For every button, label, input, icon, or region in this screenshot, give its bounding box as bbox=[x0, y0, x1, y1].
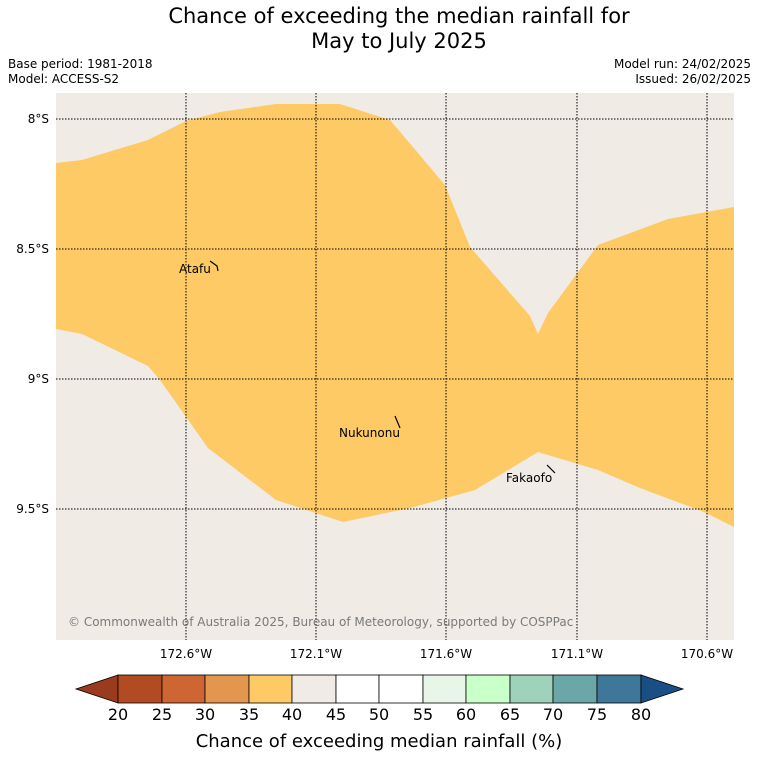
lat-labels: 8°S 8.5°S 9°S 9.5°S bbox=[16, 112, 49, 516]
colorbar-segment bbox=[422, 674, 467, 704]
colorbar-label: Chance of exceeding median rainfall (%) bbox=[196, 731, 563, 752]
nukunonu-atoll bbox=[394, 415, 401, 429]
colorbar-tick: 50 bbox=[369, 705, 389, 724]
colorbar-extend-high bbox=[640, 674, 685, 704]
meta-right: Model run: 24/02/2025 Issued: 26/02/2025 bbox=[614, 57, 751, 87]
atoll-outlines bbox=[209, 260, 556, 474]
model-name: Model: ACCESS-S2 bbox=[8, 72, 120, 86]
fakaofo-atoll bbox=[546, 464, 556, 474]
lat-label: 9°S bbox=[28, 372, 49, 386]
forecast-band bbox=[56, 104, 734, 527]
place-atafu: Atafu bbox=[179, 262, 211, 276]
title-line-2: May to July 2025 bbox=[311, 29, 487, 53]
colorbar-tick: 60 bbox=[456, 705, 476, 724]
colorbar-segment bbox=[117, 674, 163, 704]
colorbar-segment bbox=[291, 674, 337, 704]
lon-label: 171.1°W bbox=[551, 647, 603, 661]
colorbar-tick: 55 bbox=[413, 705, 433, 724]
place-fakaofo: Fakaofo bbox=[506, 471, 552, 485]
colorbar-tick: 25 bbox=[152, 705, 172, 724]
lon-label: 172.6°W bbox=[160, 647, 212, 661]
colorbar-segment bbox=[248, 674, 293, 704]
colorbar bbox=[74, 674, 685, 704]
colorbar-tick: 45 bbox=[326, 705, 346, 724]
colorbar-tick: 75 bbox=[587, 705, 607, 724]
colorbar-segment bbox=[596, 674, 642, 704]
colorbar-segment bbox=[378, 674, 424, 704]
colorbar-segment bbox=[335, 674, 380, 704]
colorbar-tick: 65 bbox=[500, 705, 520, 724]
lat-label: 8°S bbox=[28, 112, 49, 126]
title-line-1: Chance of exceeding the median rainfall … bbox=[168, 4, 630, 28]
colorbar-tick: 20 bbox=[108, 705, 128, 724]
lon-label: 172.1°W bbox=[290, 647, 342, 661]
colorbar-tick: 35 bbox=[239, 705, 259, 724]
base-period: Base period: 1981-2018 bbox=[8, 57, 153, 71]
colorbar-segment bbox=[509, 674, 554, 704]
map-title: Chance of exceeding the median rainfall … bbox=[0, 4, 758, 54]
colorbar-segment bbox=[161, 674, 206, 704]
issued-date: Issued: 26/02/2025 bbox=[635, 72, 751, 86]
colorbar-segment bbox=[552, 674, 598, 704]
colorbar-tick: 70 bbox=[543, 705, 563, 724]
colorbar-tick: 40 bbox=[282, 705, 302, 724]
colorbar-ticks: 20 25 30 35 40 45 50 55 60 65 70 75 80 bbox=[108, 705, 651, 724]
colorbar-segment bbox=[204, 674, 250, 704]
atafu-atoll bbox=[209, 260, 219, 272]
meta-left: Base period: 1981-2018 Model: ACCESS-S2 bbox=[8, 57, 153, 87]
colorbar-tick: 80 bbox=[631, 705, 651, 724]
place-labels: Atafu Nukunonu Fakaofo bbox=[179, 262, 552, 485]
colorbar-segment bbox=[465, 674, 511, 704]
colorbar-extend-low bbox=[74, 674, 119, 704]
place-nukunonu: Nukunonu bbox=[339, 426, 400, 440]
colorbar-tick: 30 bbox=[195, 705, 215, 724]
lon-label: 171.6°W bbox=[420, 647, 472, 661]
map-area bbox=[56, 93, 734, 640]
lon-labels: 172.6°W 172.1°W 171.6°W 171.1°W 170.6°W bbox=[160, 647, 733, 661]
gridlines bbox=[56, 93, 734, 640]
lat-label: 9.5°S bbox=[16, 502, 49, 516]
model-run: Model run: 24/02/2025 bbox=[613, 57, 751, 71]
lon-label: 170.6°W bbox=[681, 647, 733, 661]
copyright-note: © Commonwealth of Australia 2025, Bureau… bbox=[68, 615, 573, 629]
lat-label: 8.5°S bbox=[16, 242, 49, 256]
